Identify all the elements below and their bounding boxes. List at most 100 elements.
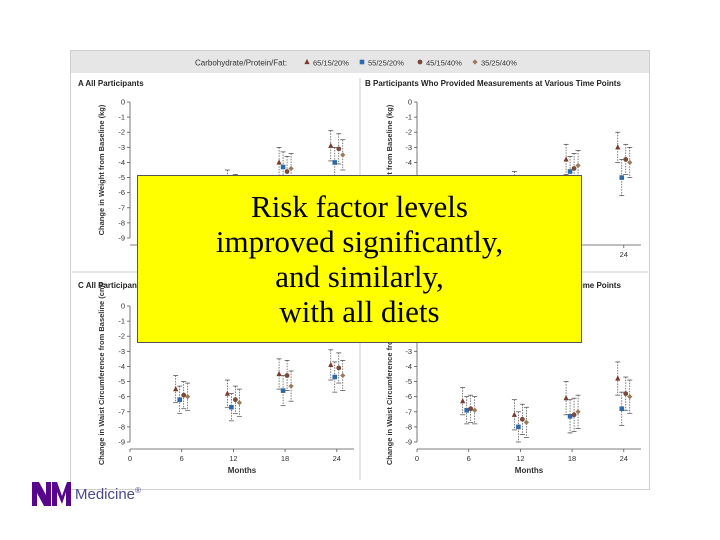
data-point <box>232 397 238 403</box>
y-tick-label: -9 <box>118 438 125 447</box>
x-tick-label: 18 <box>568 454 576 463</box>
legend-label: 35/25/40% <box>481 59 517 68</box>
legend-label: 45/15/40% <box>426 59 462 68</box>
logo: Medicine® <box>30 480 141 508</box>
y-tick-label: -1 <box>405 113 412 122</box>
data-point <box>567 414 573 419</box>
y-tick-label: -4 <box>405 158 412 167</box>
callout-line: Risk factor levels <box>251 189 468 224</box>
y-axis-label: Change in Waist Circumference from Basel… <box>97 282 106 465</box>
data-point <box>328 361 334 368</box>
data-point <box>472 407 478 413</box>
legend-marker <box>417 59 423 65</box>
x-tick-label: 12 <box>516 454 524 463</box>
y-tick-label: -6 <box>118 188 125 197</box>
x-tick-label: 0 <box>128 454 132 463</box>
data-point <box>563 395 569 401</box>
data-point <box>288 383 294 389</box>
data-point <box>571 166 577 171</box>
logo-text: Medicine® <box>75 485 141 503</box>
data-point <box>460 398 466 404</box>
data-point <box>523 419 529 425</box>
x-tick-label: 18 <box>281 454 289 463</box>
y-tick-label: -9 <box>118 234 125 243</box>
panel-title: C All Participants <box>78 281 144 290</box>
data-point <box>468 406 474 412</box>
y-tick-label: -3 <box>405 143 412 152</box>
y-tick-label: 0 <box>121 302 125 311</box>
callout-line: and similarly, <box>275 259 444 294</box>
y-tick-label: -5 <box>405 377 412 386</box>
data-point <box>336 365 342 371</box>
data-point <box>623 391 629 397</box>
data-point <box>571 412 577 418</box>
x-tick-label: 24 <box>620 250 628 259</box>
data-point <box>511 411 517 417</box>
legend-title: Carbohydrate/Protein/Fat: <box>195 59 287 68</box>
data-point <box>615 375 621 381</box>
data-point <box>340 152 346 158</box>
data-point <box>627 394 633 400</box>
x-tick-label: 0 <box>415 454 419 463</box>
data-point <box>336 146 342 152</box>
y-tick-label: -6 <box>405 392 412 401</box>
data-point <box>519 416 525 422</box>
data-point <box>229 404 234 410</box>
data-point <box>575 409 581 415</box>
y-tick-label: -5 <box>118 377 125 386</box>
y-tick-label: -1 <box>118 317 125 326</box>
data-point <box>276 370 282 377</box>
x-tick-label: 12 <box>229 454 237 463</box>
x-axis-label: Months <box>515 466 544 475</box>
y-tick-label: 0 <box>121 98 125 107</box>
nyu-logo-icon <box>32 482 71 506</box>
data-point <box>177 397 182 402</box>
callout-line: improved significantly, <box>215 224 504 259</box>
legend-marker <box>359 59 365 65</box>
data-point <box>328 142 334 148</box>
panel-title: B Participants Who Provided Measurements… <box>365 79 621 88</box>
y-tick-label: -3 <box>405 347 412 356</box>
y-tick-label: -1 <box>118 113 125 122</box>
legend-marker <box>472 59 478 65</box>
data-point <box>332 374 338 380</box>
y-axis-label: Change in Waist Circumference from Basel… <box>385 282 394 465</box>
data-point <box>224 390 230 396</box>
y-tick-label: -2 <box>405 128 412 137</box>
data-point <box>516 424 521 430</box>
data-point <box>276 159 282 165</box>
callout-line: with all diets <box>279 294 440 329</box>
data-point <box>280 388 286 393</box>
y-axis-label: Change in Weight from Baseline (kg) <box>97 104 106 235</box>
data-point <box>615 144 621 150</box>
x-axis-label: Months <box>228 466 257 475</box>
y-tick-label: -7 <box>405 407 412 416</box>
legend-label: 65/15/20% <box>313 59 349 68</box>
y-tick-label: -4 <box>118 362 125 371</box>
data-point <box>623 157 629 162</box>
y-tick-label: -3 <box>118 143 125 152</box>
data-point <box>619 175 625 180</box>
data-point <box>280 164 286 170</box>
data-point <box>340 372 346 379</box>
data-point <box>563 156 569 162</box>
data-point <box>464 407 469 413</box>
y-tick-label: -9 <box>405 438 412 447</box>
y-tick-label: 0 <box>408 98 412 107</box>
data-point <box>181 392 187 398</box>
y-tick-label: -3 <box>118 347 125 356</box>
data-point <box>575 162 581 169</box>
data-point <box>567 169 573 174</box>
data-point <box>284 169 290 174</box>
data-point <box>619 406 625 412</box>
y-tick-label: -8 <box>118 422 125 431</box>
data-point <box>173 386 179 392</box>
y-tick-label: -5 <box>118 173 125 182</box>
data-point <box>332 160 338 165</box>
y-tick-label: -8 <box>118 218 125 227</box>
y-tick-label: -7 <box>118 203 125 212</box>
y-tick-label: -2 <box>118 332 125 341</box>
x-tick-label: 24 <box>333 454 341 463</box>
y-tick-label: -7 <box>118 407 125 416</box>
x-tick-label: 6 <box>467 454 471 463</box>
